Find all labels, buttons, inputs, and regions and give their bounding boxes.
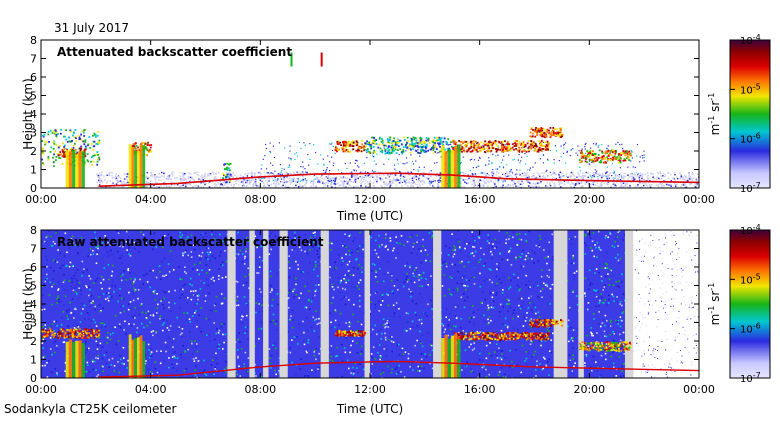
data-gap (263, 230, 268, 378)
ylabel-top: Height (km) (21, 78, 35, 149)
panel-title-bottom: Raw attenuated backscatter coefficient (57, 235, 324, 249)
y-tick-label: 8 (30, 224, 37, 237)
precipitation-column (66, 150, 85, 196)
x-tick-label: 16:00 (464, 383, 496, 396)
x-tick-label: 12:00 (354, 383, 386, 396)
colorbar-bottom: 10-410-510-610-7 m-1 sr-1 (707, 223, 770, 385)
panel-bottom: Raw attenuated backscatter coefficient 0… (21, 224, 715, 416)
data-gap (280, 230, 288, 378)
data-gap (227, 230, 235, 378)
data-gap (578, 230, 583, 378)
colorbar-tick-label: 10-7 (740, 371, 761, 385)
x-tick-label: 20:00 (573, 383, 605, 396)
x-tick-label: 04:00 (135, 383, 167, 396)
data-gap (249, 230, 254, 378)
colorbar-unit-bottom: m-1 sr-1 (707, 283, 722, 326)
instrument-label: Sodankyla CT25K ceilometer (4, 402, 176, 416)
precipitation-column (441, 334, 460, 383)
panel-top: Attenuated backscatter coefficient 01234… (21, 34, 715, 223)
data-gap (365, 230, 370, 378)
y-tick-label: 1 (30, 164, 37, 177)
x-tick-label: 12:00 (354, 193, 386, 206)
y-tick-label: 7 (30, 53, 37, 66)
y-tick-label: 7 (30, 243, 37, 256)
colorbar-top: 10-410-510-610-7 m-1 sr-1 (707, 33, 770, 195)
x-tick-label: 04:00 (135, 193, 167, 206)
x-tick-label: 08:00 (244, 193, 276, 206)
data-gap (321, 230, 329, 378)
precipitation-column (66, 340, 85, 384)
panel-title-top: Attenuated backscatter coefficient (57, 45, 292, 59)
colorbar-unit-top: m-1 sr-1 (707, 93, 722, 136)
isolated-echo (321, 53, 323, 67)
colorbar-tick-label: 10-7 (740, 181, 761, 195)
x-tick-label: 00:00 (683, 383, 715, 396)
xlabel-bottom: Time (UTC) (336, 402, 403, 416)
data-gap (625, 230, 633, 378)
y-tick-label: 8 (30, 34, 37, 47)
x-tick-label: 08:00 (244, 383, 276, 396)
x-tick-label: 20:00 (573, 193, 605, 206)
y-tick-label: 1 (30, 354, 37, 367)
xlabel-top: Time (UTC) (336, 209, 403, 223)
x-tick-label: 00:00 (25, 193, 57, 206)
x-tick-label: 00:00 (25, 383, 57, 396)
date-label: 31 July 2017 (54, 21, 129, 35)
data-gap (554, 230, 568, 378)
x-tick-label: 00:00 (683, 193, 715, 206)
ylabel-bottom: Height (km) (21, 268, 35, 339)
x-tick-label: 16:00 (464, 193, 496, 206)
data-gap (433, 230, 441, 378)
